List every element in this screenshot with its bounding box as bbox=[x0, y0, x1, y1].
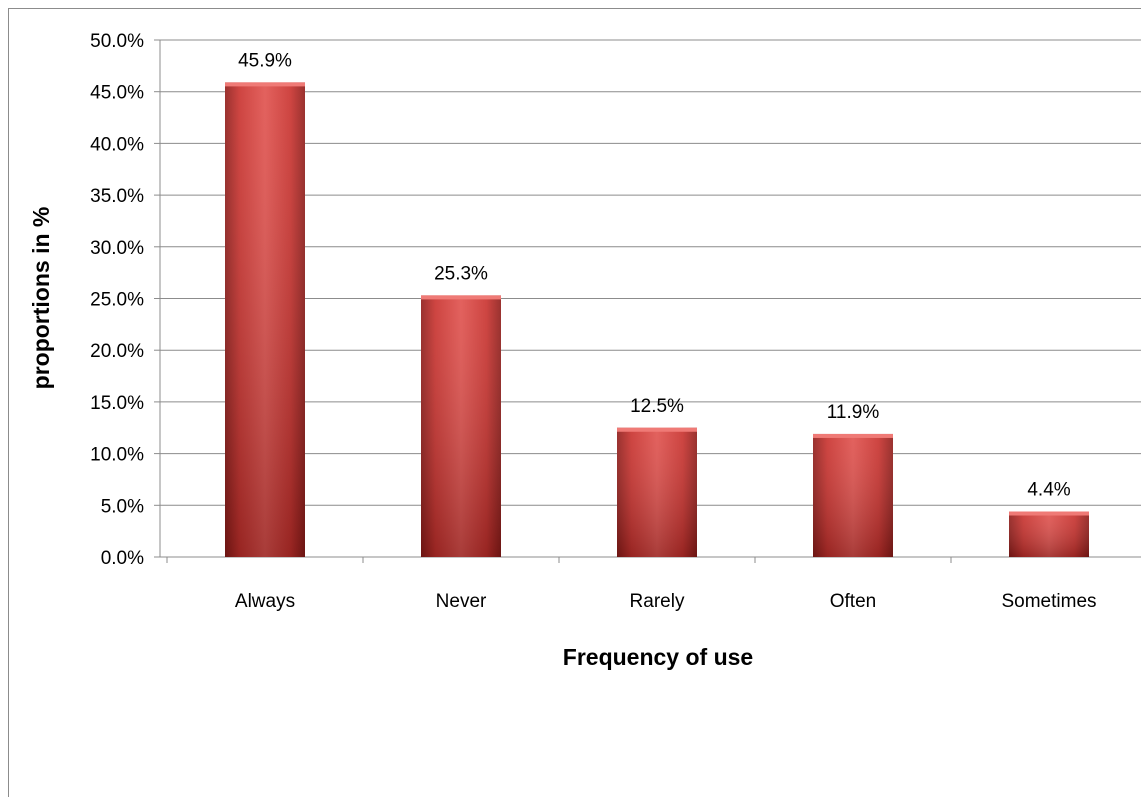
y-axis-ticks: 0.0% 5.0% 10.0% 15.0% 20.0% 25.0% 30.0% 35.0% 40… bbox=[90, 31, 144, 569]
data-label: 11.9% bbox=[827, 402, 880, 423]
bar-rarely bbox=[617, 427, 697, 557]
data-label: 4.4% bbox=[1027, 480, 1070, 501]
data-label: 12.5% bbox=[630, 396, 684, 417]
y-tick-label: 40.0% bbox=[90, 134, 144, 155]
y-axis-title: proportions in % bbox=[28, 207, 54, 390]
y-tick-label: 30.0% bbox=[90, 238, 144, 259]
bar-shade bbox=[1009, 511, 1089, 557]
bar-top-highlight bbox=[421, 295, 501, 300]
y-tick-label: 0.0% bbox=[101, 548, 144, 569]
x-tick-label: Sometimes bbox=[1001, 591, 1096, 612]
x-axis-title: Frequency of use bbox=[563, 644, 753, 670]
x-axis-ticks: Always Never Rarely Often Sometimes bbox=[166, 557, 1097, 612]
y-tick-label: 10.0% bbox=[90, 445, 144, 466]
y-tick-label: 50.0% bbox=[90, 31, 144, 52]
bar-top-highlight bbox=[1009, 511, 1089, 516]
bar-sometimes bbox=[1009, 511, 1089, 557]
x-tick-label: Rarely bbox=[630, 591, 685, 612]
y-tick-label: 25.0% bbox=[90, 290, 144, 311]
bar-top-highlight bbox=[813, 433, 893, 438]
data-label: 25.3% bbox=[434, 263, 488, 284]
bar-shade bbox=[813, 433, 893, 557]
bar-top-highlight bbox=[617, 427, 697, 432]
bar-shade bbox=[421, 295, 501, 557]
y-tick-label: 35.0% bbox=[90, 186, 144, 207]
data-labels: 45.9% 25.3% 12.5% 11.9% 4.4% bbox=[238, 50, 1071, 500]
bar-shade bbox=[225, 82, 305, 558]
bar-always bbox=[225, 82, 305, 558]
bars bbox=[225, 82, 1089, 558]
y-tick-label: 5.0% bbox=[101, 496, 144, 517]
chart-frame bbox=[8, 8, 1141, 797]
y-tick-label: 20.0% bbox=[90, 341, 144, 362]
x-tick-label: Never bbox=[436, 591, 487, 612]
bar-top-highlight bbox=[225, 82, 305, 87]
x-tick-label: Often bbox=[830, 591, 876, 612]
data-label: 45.9% bbox=[238, 50, 292, 71]
y-tick-label: 45.0% bbox=[90, 83, 144, 104]
y-tick-label: 15.0% bbox=[90, 393, 144, 414]
bar-shade bbox=[617, 427, 697, 557]
x-tick-label: Always bbox=[235, 591, 295, 612]
bar-often bbox=[813, 433, 893, 557]
bar-never bbox=[421, 295, 501, 557]
